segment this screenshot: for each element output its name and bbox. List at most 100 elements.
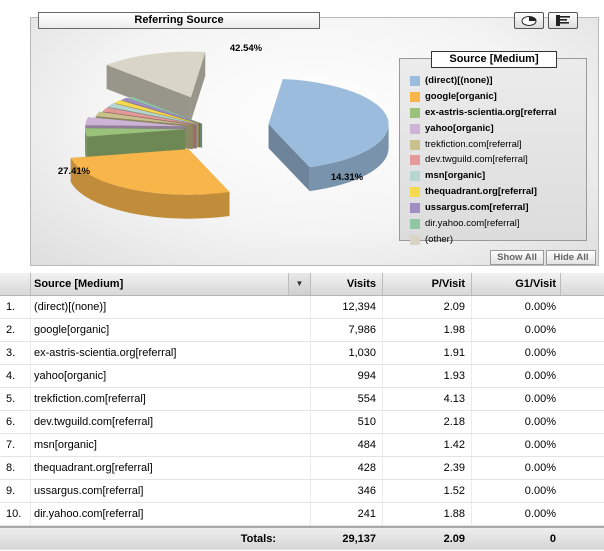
header-g1visit[interactable]: G1/Visit (471, 273, 560, 295)
row-index: 4. (6, 370, 16, 382)
header-visits[interactable]: Visits (310, 273, 382, 295)
row-g1visit: 0.00% (471, 388, 560, 410)
legend-swatch (410, 155, 420, 166)
row-visits: 7,986 (310, 319, 382, 341)
legend-label: dir.yahoo.com[referral] (425, 218, 520, 230)
hide-all-button[interactable]: Hide All (546, 250, 596, 265)
table-row[interactable]: 2. google[organic] 7,986 1.98 0.00% (0, 319, 604, 342)
header-filler (560, 273, 604, 295)
table-row[interactable]: 8. thequadrant.org[referral] 428 2.39 0.00% (0, 457, 604, 480)
legend-item[interactable]: (other) (410, 232, 590, 248)
legend-item[interactable]: (direct)[(none)] (410, 73, 590, 89)
row-pvisit: 1.88 (382, 503, 471, 525)
row-source[interactable]: google[organic] (30, 319, 288, 341)
legend-swatch (410, 203, 420, 214)
row-visits: 428 (310, 457, 382, 479)
totals-g1visit: 0 (549, 533, 556, 545)
row-g1visit: 0.00% (471, 319, 560, 341)
legend-item[interactable]: ex-astris-scientia.org[referral (410, 105, 590, 121)
pie-slice[interactable] (106, 51, 206, 122)
row-pvisit: 2.09 (382, 296, 471, 318)
legend-swatch (410, 76, 420, 86)
pie-percent-label: 27.41% (58, 166, 91, 177)
legend-swatch (410, 219, 420, 230)
row-index: 6. (6, 416, 16, 428)
row-source[interactable]: trekfiction.com[referral] (30, 388, 288, 410)
table-row[interactable]: 10. dir.yahoo.com[referral] 241 1.88 0.00% (0, 503, 604, 526)
row-pvisit: 1.52 (382, 480, 471, 502)
legend-item[interactable]: ussargus.com[referral] (410, 200, 590, 216)
legend-item[interactable]: thequadrant.org[referral] (410, 184, 590, 200)
row-visits: 484 (310, 434, 382, 456)
row-index: 3. (6, 347, 16, 359)
row-visits: 554 (310, 388, 382, 410)
pie-percent-label: 42.54% (230, 43, 263, 54)
pie-chart[interactable]: 42.54% 27.41% 14.31% (0, 0, 604, 270)
legend-swatch (410, 234, 420, 245)
row-pvisit: 1.98 (382, 319, 471, 341)
legend-swatch (410, 171, 420, 182)
legend-item[interactable]: google[organic] (410, 89, 590, 105)
legend-item[interactable]: msn[organic] (410, 168, 590, 184)
show-all-button[interactable]: Show All (490, 250, 544, 265)
bar-view-button[interactable] (548, 12, 578, 29)
totals-visits: 29,137 (342, 533, 376, 545)
legend-label: google[organic] (425, 90, 497, 102)
row-source[interactable]: yahoo[organic] (30, 365, 288, 387)
sort-desc-icon[interactable]: ▼ (288, 273, 310, 295)
table-row[interactable]: 1. (direct)[(none)] 12,394 2.09 0.00% (0, 296, 604, 319)
row-source[interactable]: ex-astris-scientia.org[referral] (30, 342, 288, 364)
table-row[interactable]: 3. ex-astris-scientia.org[referral] 1,030 1… (0, 342, 604, 365)
row-pvisit: 2.18 (382, 411, 471, 433)
row-g1visit: 0.00% (471, 457, 560, 479)
row-index: 7. (6, 439, 16, 451)
table-body: 1. (direct)[(none)] 12,394 2.09 0.00% 2. googl… (0, 296, 604, 526)
legend-item[interactable]: dev.twguild.com[referral] (410, 152, 590, 168)
row-source[interactable]: dev.twguild.com[referral] (30, 411, 288, 433)
table-row[interactable]: 9. ussargus.com[referral] 346 1.52 0.00% (0, 480, 604, 503)
legend-label: yahoo[organic] (425, 122, 494, 134)
header-pvisit[interactable]: P/Visit (382, 273, 471, 295)
row-source[interactable]: ussargus.com[referral] (30, 480, 288, 502)
row-g1visit: 0.00% (471, 411, 560, 433)
row-index: 10. (6, 508, 22, 520)
table-row[interactable]: 6. dev.twguild.com[referral] 510 2.18 0.00% (0, 411, 604, 434)
header-source[interactable]: Source [Medium] (30, 273, 288, 295)
pie-slice[interactable] (70, 149, 230, 219)
pie-percent-label: 14.31% (331, 172, 364, 183)
table-row[interactable]: 5. trekfiction.com[referral] 554 4.13 0.00% (0, 388, 604, 411)
legend-label: ex-astris-scientia.org[referral (425, 106, 557, 118)
pie-view-button[interactable] (514, 12, 544, 29)
totals-label: Totals: (240, 533, 276, 545)
legend-label: ussargus.com[referral] (425, 202, 529, 214)
legend-label: msn[organic] (425, 170, 486, 182)
row-visits: 241 (310, 503, 382, 525)
legend-label: (other) (425, 233, 453, 245)
table-header: Source [Medium] ▼ Visits P/Visit G1/Visi… (0, 273, 604, 296)
row-source[interactable]: thequadrant.org[referral] (30, 457, 288, 479)
legend-item[interactable]: dir.yahoo.com[referral] (410, 216, 590, 232)
legend-label: (direct)[(none)] (425, 75, 493, 86)
row-source[interactable]: (direct)[(none)] (30, 296, 288, 318)
row-source[interactable]: dir.yahoo.com[referral] (30, 503, 288, 525)
row-source[interactable]: msn[organic] (30, 434, 288, 456)
row-index: 1. (6, 301, 16, 313)
pie-chart-icon (521, 16, 537, 26)
legend (399, 58, 587, 241)
row-g1visit: 0.00% (471, 296, 560, 318)
row-index: 5. (6, 393, 16, 405)
legend-item[interactable]: yahoo[organic] (410, 121, 590, 137)
chart-title: Referring Source (38, 12, 320, 29)
row-visits: 994 (310, 365, 382, 387)
row-pvisit: 2.39 (382, 457, 471, 479)
row-g1visit: 0.00% (471, 342, 560, 364)
row-g1visit: 0.00% (471, 503, 560, 525)
row-visits: 346 (310, 480, 382, 502)
legend-item[interactable]: trekfiction.com[referral] (410, 137, 590, 153)
table-row[interactable]: 4. yahoo[organic] 994 1.93 0.00% (0, 365, 604, 388)
legend-swatch (410, 123, 420, 134)
row-index: 2. (6, 324, 16, 336)
pie-slice[interactable] (268, 79, 389, 192)
table-row[interactable]: 7. msn[organic] 484 1.42 0.00% (0, 434, 604, 457)
row-visits: 12,394 (310, 296, 382, 318)
